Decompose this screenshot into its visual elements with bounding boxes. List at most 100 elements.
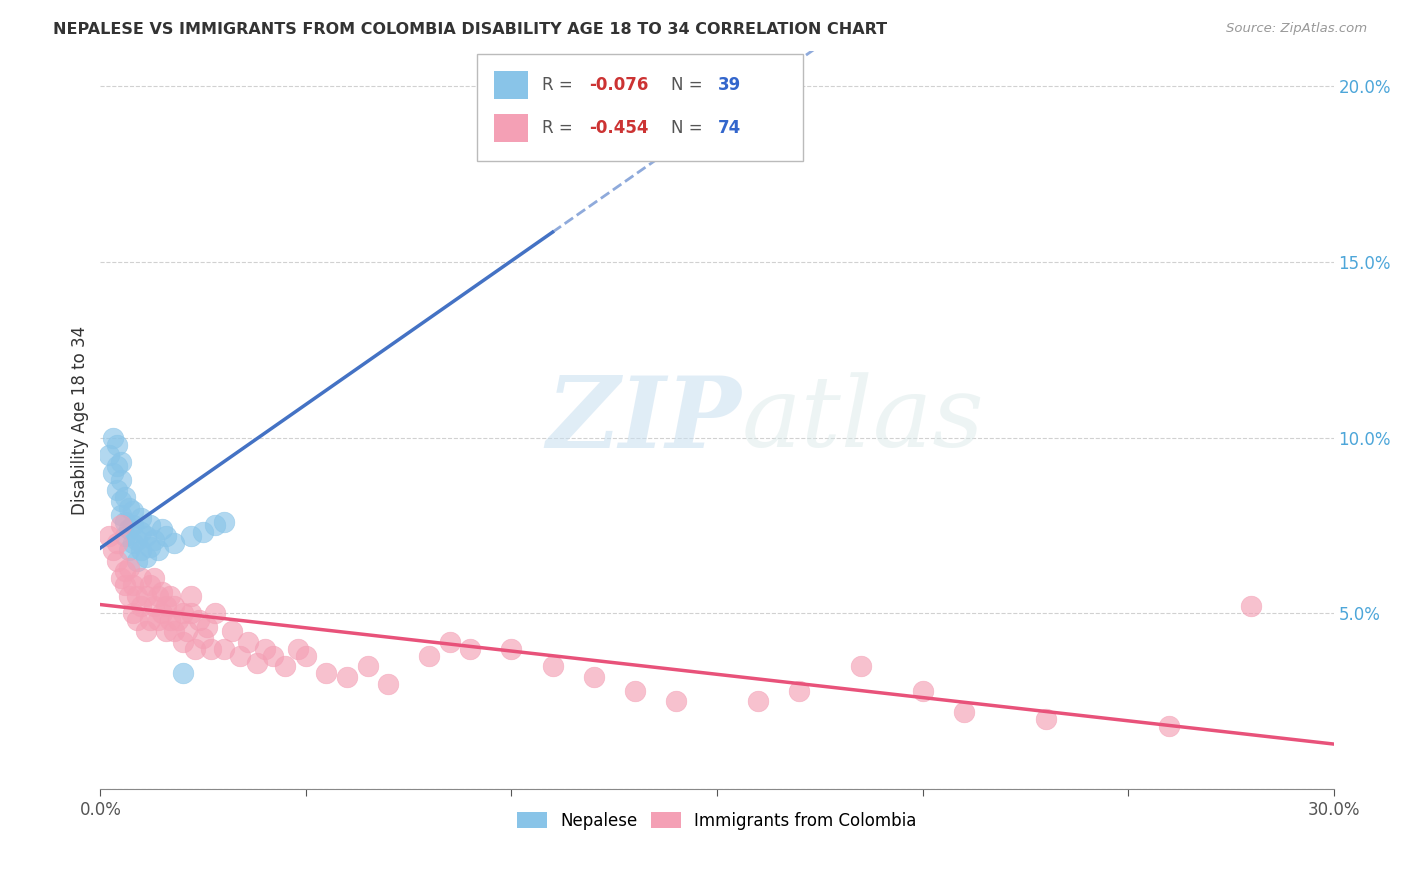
Point <box>176 624 198 638</box>
Point <box>138 540 160 554</box>
Point <box>159 589 181 603</box>
Point <box>155 624 177 638</box>
Text: Source: ZipAtlas.com: Source: ZipAtlas.com <box>1226 22 1367 36</box>
Point <box>188 614 211 628</box>
Point <box>127 554 149 568</box>
Point <box>274 659 297 673</box>
Point <box>911 683 934 698</box>
Text: -0.076: -0.076 <box>589 77 648 95</box>
Point <box>377 676 399 690</box>
Point <box>114 491 136 505</box>
Point <box>295 648 318 663</box>
Point <box>167 614 190 628</box>
Point <box>110 518 132 533</box>
Point <box>135 550 157 565</box>
Point <box>118 543 141 558</box>
Point <box>118 589 141 603</box>
Point <box>172 634 194 648</box>
Point <box>184 641 207 656</box>
Point <box>110 571 132 585</box>
Point <box>212 515 235 529</box>
Point <box>747 694 769 708</box>
Point <box>1240 599 1263 614</box>
Text: ZIP: ZIP <box>547 372 741 468</box>
Point <box>118 522 141 536</box>
Point <box>172 607 194 621</box>
Point <box>212 641 235 656</box>
Point <box>163 599 186 614</box>
Point <box>110 473 132 487</box>
Point <box>135 589 157 603</box>
Point <box>315 666 337 681</box>
Point <box>356 659 378 673</box>
Point <box>127 533 149 547</box>
Point <box>138 578 160 592</box>
Point <box>155 529 177 543</box>
Point <box>131 511 153 525</box>
Point <box>150 522 173 536</box>
Point <box>122 607 145 621</box>
Point <box>122 518 145 533</box>
Point <box>122 536 145 550</box>
Point <box>122 504 145 518</box>
Point <box>101 431 124 445</box>
Point <box>110 508 132 522</box>
Point <box>97 448 120 462</box>
Point <box>1035 712 1057 726</box>
Point <box>163 624 186 638</box>
Point <box>105 483 128 498</box>
Point <box>245 656 267 670</box>
Point <box>787 683 810 698</box>
Point <box>110 455 132 469</box>
Text: 39: 39 <box>718 77 741 95</box>
Point <box>155 599 177 614</box>
Text: N =: N = <box>671 77 709 95</box>
Point <box>665 694 688 708</box>
FancyBboxPatch shape <box>477 54 803 161</box>
Text: R =: R = <box>541 120 578 137</box>
Point <box>105 536 128 550</box>
FancyBboxPatch shape <box>494 71 529 99</box>
Point <box>127 614 149 628</box>
Text: NEPALESE VS IMMIGRANTS FROM COLOMBIA DISABILITY AGE 18 TO 34 CORRELATION CHART: NEPALESE VS IMMIGRANTS FROM COLOMBIA DIS… <box>53 22 887 37</box>
Point <box>501 641 523 656</box>
Point <box>105 554 128 568</box>
Point <box>253 641 276 656</box>
Point <box>180 529 202 543</box>
Text: R =: R = <box>541 77 578 95</box>
Point <box>460 641 482 656</box>
Point <box>204 607 226 621</box>
Point <box>135 624 157 638</box>
FancyBboxPatch shape <box>494 114 529 142</box>
Point <box>105 437 128 451</box>
Point <box>142 571 165 585</box>
Point <box>509 131 531 145</box>
Point <box>118 500 141 515</box>
Legend: Nepalese, Immigrants from Colombia: Nepalese, Immigrants from Colombia <box>510 805 924 837</box>
Point <box>1159 719 1181 733</box>
Point <box>146 543 169 558</box>
Point <box>122 578 145 592</box>
Point <box>97 529 120 543</box>
Point <box>180 589 202 603</box>
Point <box>146 614 169 628</box>
Point <box>114 578 136 592</box>
Point <box>135 529 157 543</box>
Point <box>150 585 173 599</box>
Point <box>114 564 136 578</box>
Point <box>191 631 214 645</box>
Point <box>172 666 194 681</box>
Point <box>229 648 252 663</box>
Point <box>191 525 214 540</box>
Text: -0.454: -0.454 <box>589 120 648 137</box>
Point <box>101 543 124 558</box>
Point <box>127 589 149 603</box>
Point <box>105 458 128 473</box>
Point <box>110 493 132 508</box>
Point <box>118 560 141 574</box>
Point <box>159 614 181 628</box>
Point <box>138 518 160 533</box>
Point <box>200 641 222 656</box>
Point <box>142 533 165 547</box>
Text: 74: 74 <box>718 120 741 137</box>
